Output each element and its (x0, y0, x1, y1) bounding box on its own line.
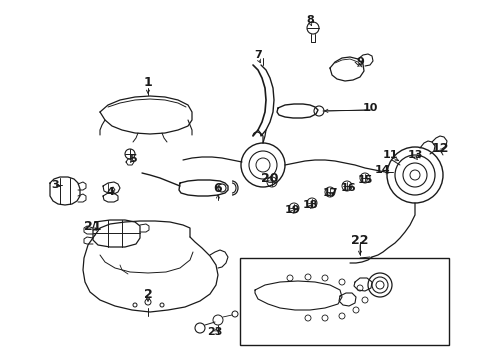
Bar (240, 258, 448, 345)
Text: 2: 2 (143, 288, 152, 302)
Text: 21: 21 (84, 220, 102, 233)
Text: 9: 9 (355, 57, 363, 67)
Text: 11: 11 (382, 150, 397, 160)
Text: 4: 4 (106, 187, 114, 197)
Text: 22: 22 (350, 234, 368, 247)
Text: 6: 6 (213, 181, 222, 194)
Text: 23: 23 (207, 327, 222, 337)
Text: 7: 7 (254, 50, 262, 60)
Text: 13: 13 (407, 150, 422, 160)
Text: 12: 12 (430, 141, 448, 154)
Text: 17: 17 (322, 188, 337, 198)
Text: 19: 19 (284, 205, 299, 215)
Text: 3: 3 (51, 180, 59, 190)
Text: 5: 5 (129, 154, 137, 164)
Text: 8: 8 (305, 15, 313, 25)
Text: 16: 16 (340, 183, 355, 193)
Text: 14: 14 (374, 165, 390, 175)
Text: 15: 15 (357, 175, 372, 185)
Text: 20: 20 (261, 171, 278, 184)
Text: 1: 1 (143, 76, 152, 89)
Text: 10: 10 (362, 103, 377, 113)
Text: 18: 18 (302, 200, 317, 210)
